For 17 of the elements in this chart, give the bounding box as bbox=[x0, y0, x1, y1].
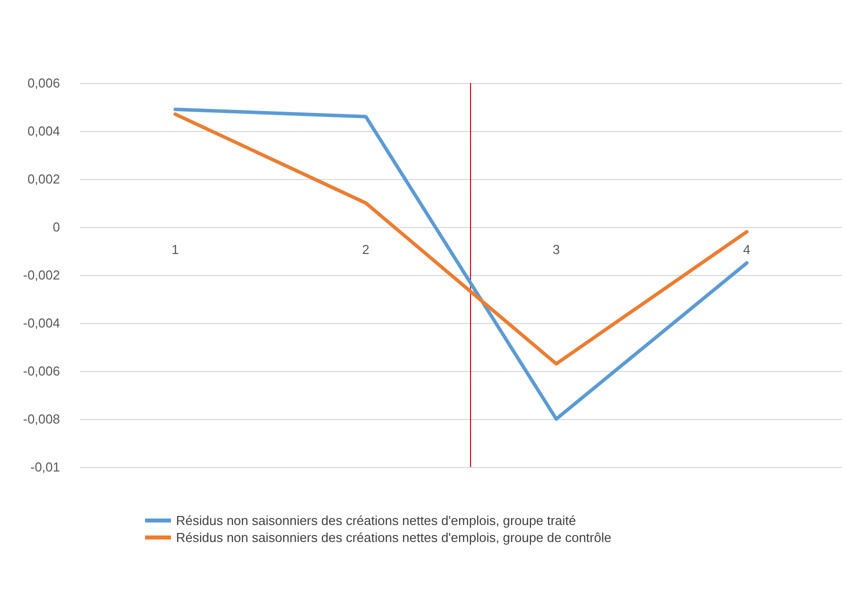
y-tick-label: 0,002 bbox=[27, 172, 60, 186]
legend-label: Résidus non saisonniers des créations nettes d'emplois, groupe traité bbox=[176, 513, 576, 528]
x-tick-label: 2 bbox=[362, 242, 370, 257]
legend-label: Résidus non saisonniers des créations nettes d'emplois, groupe de contrôle bbox=[176, 530, 612, 545]
y-tick-label: -0,002 bbox=[23, 268, 60, 282]
y-tick-label: 0 bbox=[52, 220, 60, 234]
y-tick-label: 0,006 bbox=[27, 76, 60, 90]
x-tick-label: 3 bbox=[552, 242, 560, 257]
y-tick-label: -0,01 bbox=[30, 460, 60, 474]
x-tick-label: 4 bbox=[743, 242, 750, 257]
y-tick-label: 0,004 bbox=[27, 124, 60, 138]
y-tick-label: -0,008 bbox=[23, 412, 60, 426]
line-series bbox=[174, 108, 748, 421]
x-tick-label: 1 bbox=[172, 242, 179, 257]
y-tick-label: -0,006 bbox=[23, 364, 60, 378]
line-series bbox=[174, 112, 748, 366]
y-tick-label: -0,004 bbox=[23, 316, 60, 330]
